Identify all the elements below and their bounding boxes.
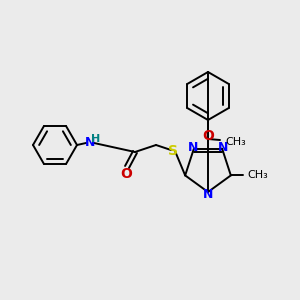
Text: N: N	[218, 141, 228, 154]
Text: N: N	[203, 188, 213, 200]
Text: H: H	[92, 134, 100, 144]
Text: CH₃: CH₃	[248, 170, 268, 180]
Text: N: N	[85, 136, 95, 148]
Text: N: N	[188, 141, 198, 154]
Text: O: O	[120, 167, 132, 181]
Text: O: O	[202, 129, 214, 143]
Text: S: S	[168, 144, 178, 158]
Text: CH₃: CH₃	[225, 137, 246, 147]
